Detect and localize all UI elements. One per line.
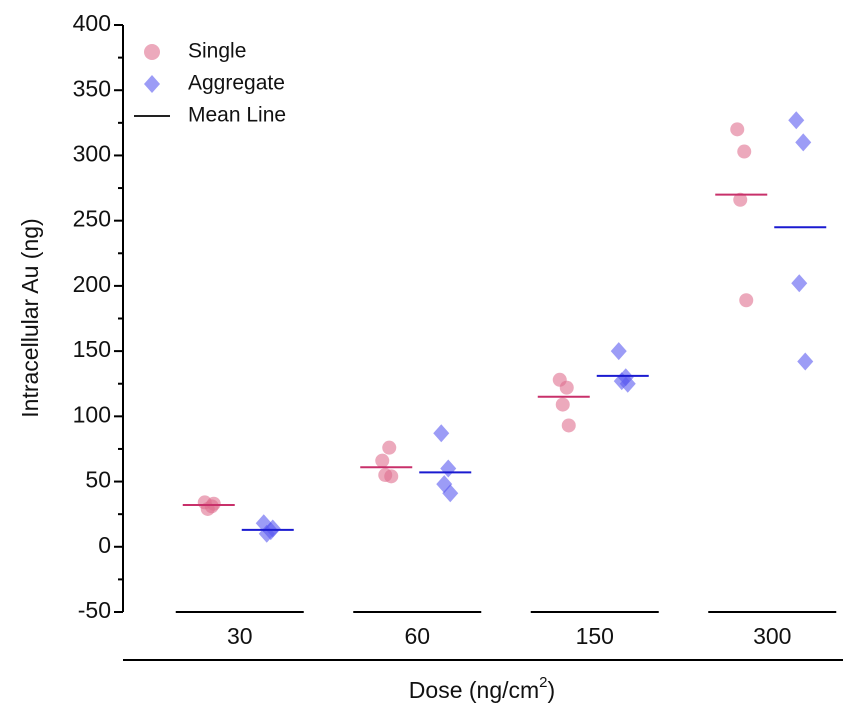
y-axis-label: Intracellular Au (ng) bbox=[17, 218, 43, 417]
point bbox=[737, 144, 752, 159]
point bbox=[797, 352, 814, 371]
point bbox=[375, 453, 390, 468]
y-tick-label: 200 bbox=[73, 271, 111, 297]
y-tick-label: 250 bbox=[73, 206, 111, 232]
x-tick-label: 150 bbox=[576, 623, 614, 649]
point bbox=[788, 111, 805, 130]
point bbox=[795, 133, 812, 152]
point bbox=[442, 484, 459, 503]
x-axis-label-sup: 2 bbox=[539, 674, 547, 691]
point bbox=[555, 397, 570, 412]
x-tick-label: 30 bbox=[227, 623, 253, 649]
x-axis-label-tail: ) bbox=[548, 677, 556, 703]
point bbox=[791, 274, 808, 293]
point bbox=[144, 44, 160, 60]
point bbox=[619, 374, 636, 393]
point bbox=[433, 424, 450, 443]
x-axis-label: Dose (ng/cm2) bbox=[409, 674, 555, 703]
point bbox=[264, 519, 281, 538]
x-tick-label: 300 bbox=[753, 623, 791, 649]
point bbox=[144, 75, 160, 93]
x-axis-label-text: Dose (ng/cm bbox=[409, 677, 539, 703]
y-tick-label: 0 bbox=[98, 532, 111, 558]
legend-label: Single bbox=[188, 40, 246, 63]
legend-label: Mean Line bbox=[188, 104, 286, 127]
y-tick-label: -50 bbox=[78, 597, 111, 623]
point bbox=[382, 440, 397, 455]
x-tick-label: 60 bbox=[404, 623, 430, 649]
y-tick-label: 350 bbox=[73, 75, 111, 101]
point bbox=[440, 459, 457, 478]
y-tick-label: 300 bbox=[73, 141, 111, 167]
point bbox=[206, 496, 221, 511]
point bbox=[561, 418, 576, 433]
y-tick-label: 150 bbox=[73, 336, 111, 362]
point bbox=[730, 122, 745, 137]
point bbox=[384, 469, 399, 484]
point bbox=[739, 293, 754, 308]
y-tick-label: 50 bbox=[85, 467, 111, 493]
point bbox=[610, 342, 627, 361]
y-tick-label: 400 bbox=[73, 10, 111, 36]
point bbox=[733, 192, 748, 207]
y-tick-label: 100 bbox=[73, 401, 111, 427]
legend-label: Aggregate bbox=[188, 72, 285, 95]
point bbox=[559, 380, 574, 395]
